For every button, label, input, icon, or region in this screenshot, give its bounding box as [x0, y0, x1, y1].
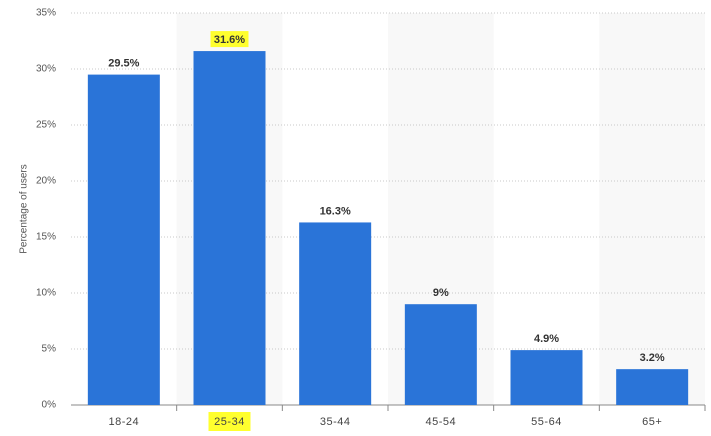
x-tick-label: 65+: [642, 416, 662, 428]
value-label: 31.6%: [214, 34, 245, 46]
band-shade: [599, 13, 705, 405]
y-axis-label: Percentage of users: [19, 164, 30, 254]
y-tick-label: 5%: [42, 344, 57, 355]
value-label: 9%: [433, 287, 449, 299]
bar: [87, 74, 160, 405]
bar: [299, 222, 372, 405]
highlight: [208, 412, 251, 431]
x-tick-label: 25-34: [214, 416, 245, 428]
y-tick-label: 15%: [36, 232, 56, 243]
y-tick-label: 20%: [36, 176, 56, 187]
y-tick-label: 10%: [36, 288, 56, 299]
bar: [510, 350, 583, 405]
value-label: 3.2%: [640, 352, 665, 364]
bar: [404, 304, 477, 405]
highlight: [210, 31, 249, 48]
x-tick-label: 45-54: [426, 416, 457, 428]
x-tick-label: 18-24: [109, 416, 140, 428]
bar: [193, 51, 266, 406]
x-tick-label: 35-44: [320, 416, 351, 428]
value-label: 29.5%: [108, 58, 139, 70]
value-label: 16.3%: [320, 205, 351, 217]
bar: [616, 369, 689, 405]
y-tick-label: 25%: [36, 120, 56, 131]
x-tick-label: 55-64: [531, 416, 562, 428]
y-tick-label: 35%: [36, 8, 56, 19]
y-tick-label: 0%: [42, 400, 57, 411]
y-tick-label: 30%: [36, 64, 56, 75]
value-label: 4.9%: [534, 333, 559, 345]
